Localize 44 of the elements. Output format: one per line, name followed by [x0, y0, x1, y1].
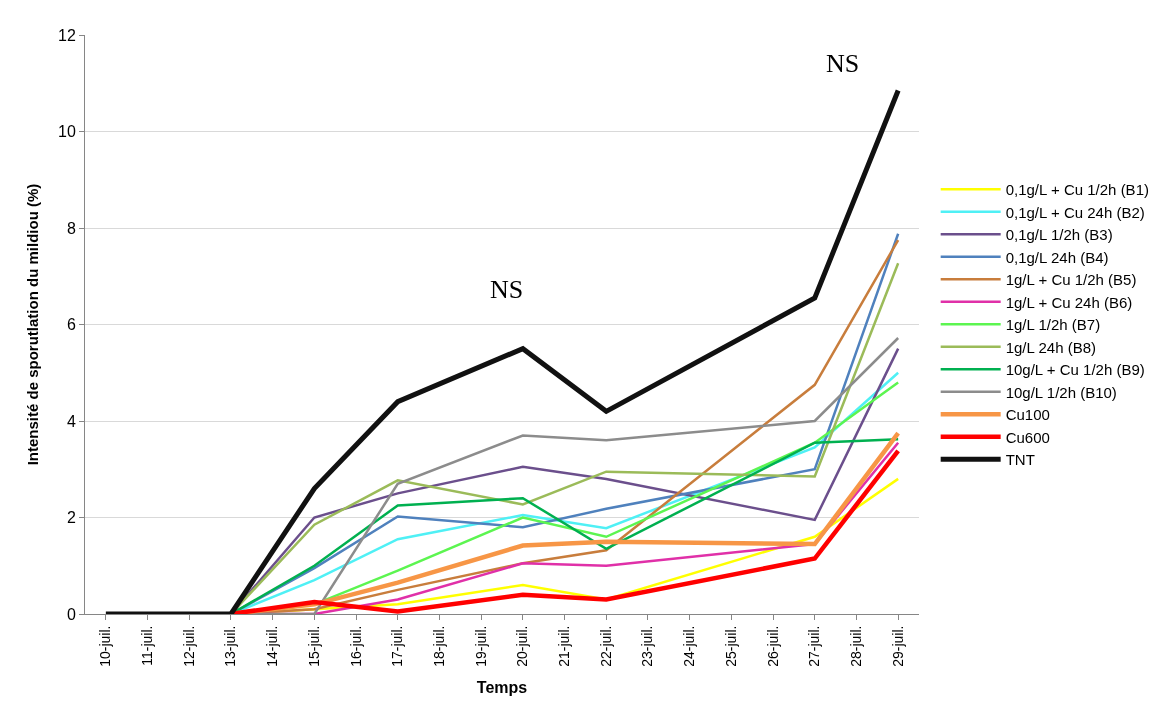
legend-label: TNT [1005, 451, 1035, 469]
x-tick-label: 25-juil. [722, 625, 739, 667]
legend-label: 0,1g/L + Cu 24h (B2) [1005, 203, 1145, 221]
legend-label: 0,1g/L + Cu 1/2h (B1) [1005, 181, 1149, 199]
legend-label: Cu600 [1005, 428, 1050, 446]
legend-label: 0,1g/L 24h (B4) [1005, 248, 1109, 266]
y-axis-title: Intensité de sporutlation du mildiou (%) [24, 183, 42, 466]
x-tick-label: 19-juil. [472, 625, 489, 667]
y-tick-label: 2 [66, 509, 76, 527]
x-tick-label: 20-juil. [514, 625, 531, 667]
legend-label: 10g/L + Cu 1/2h (B9) [1005, 361, 1145, 379]
y-tick-label: 10 [58, 123, 76, 141]
legend-label: 0,1g/L 1/2h (B3) [1005, 226, 1113, 244]
y-tick-label: 6 [66, 316, 76, 334]
y-tick-label: 0 [66, 605, 76, 623]
annotation: NS [490, 275, 524, 304]
x-tick-label: 17-juil. [389, 625, 406, 667]
x-axis-title: Temps [476, 678, 528, 696]
x-tick-label: 26-juil. [764, 625, 781, 667]
legend-label: 1g/L + Cu 24h (B6) [1005, 293, 1133, 311]
x-tick-label: 22-juil. [597, 625, 614, 667]
legend-label: 1g/L 1/2h (B7) [1005, 316, 1101, 334]
y-tick-label: 4 [66, 412, 76, 430]
x-tick-label: 13-juil. [222, 625, 239, 667]
x-tick-label: 29-juil. [889, 625, 906, 667]
x-tick-label: 27-juil. [806, 625, 823, 667]
x-tick-label: 10-juil. [97, 625, 114, 667]
annotation: NS [826, 49, 860, 78]
x-tick-label: 15-juil. [305, 625, 322, 667]
x-tick-label: 12-juil. [180, 625, 197, 667]
legend-label: Cu100 [1005, 406, 1050, 424]
legend-label: 10g/L 1/2h (B10) [1005, 383, 1117, 401]
x-tick-label: 24-juil. [681, 625, 698, 667]
x-tick-label: 21-juil. [556, 625, 573, 667]
y-tick-label: 8 [66, 219, 76, 237]
x-tick-label: 14-juil. [264, 625, 281, 667]
y-tick-label: 12 [58, 26, 76, 44]
x-tick-label: 28-juil. [848, 625, 864, 667]
legend-label: 1g/L 24h (B8) [1005, 338, 1097, 356]
x-tick-label: 16-juil. [347, 625, 364, 667]
legend-label: 1g/L + Cu 1/2h (B5) [1005, 271, 1137, 289]
x-tick-label: 23-juil. [639, 625, 656, 667]
x-tick-label: 18-juil. [431, 625, 447, 667]
x-tick-label: 11-juil. [139, 625, 156, 666]
